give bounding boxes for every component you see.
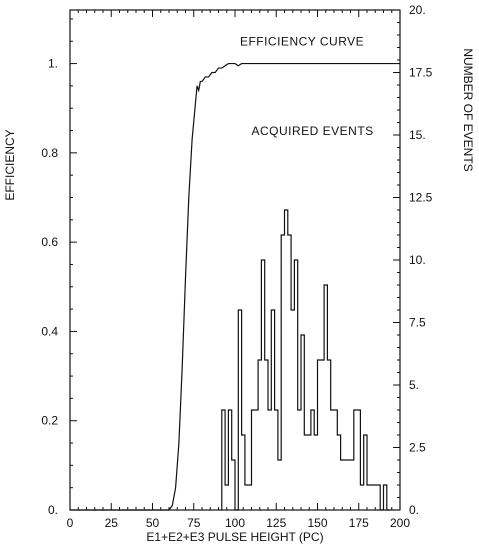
y-left-tick-label-3: 0.6	[41, 235, 58, 249]
annotation-efficiency-curve: EFFICIENCY CURVE	[240, 35, 364, 49]
x-tick-label-75: 75	[187, 516, 201, 530]
y-right-tick-label-5: 12.5	[409, 191, 433, 205]
x-tick-label-50: 50	[146, 516, 160, 530]
y-right-tick-label-7: 17.5	[409, 66, 433, 80]
y-axis-left-label: EFFICIENCY	[3, 129, 17, 200]
tick-labels: 0 25 50 75 100 125 150 175 2000.0.20.40.60.81.0.…	[41, 3, 432, 530]
y-right-tick-label-4: 10.	[409, 253, 426, 267]
y-left-tick-label-4: 0.8	[41, 146, 58, 160]
y-right-tick-label-8: 20.	[409, 3, 426, 17]
x-tick-label-100: 100	[225, 516, 245, 530]
x-axis-label: E1+E2+E3 PULSE HEIGHT (PC)	[146, 530, 323, 544]
y-left-tick-label-5: 1.	[48, 57, 58, 71]
x-tick-label-0: 0	[67, 516, 74, 530]
y-right-tick-label-1: 2.5	[409, 441, 426, 455]
x-tick-label-175: 175	[349, 516, 369, 530]
x-tick-label-25: 25	[105, 516, 119, 530]
plot-frame	[69, 9, 401, 511]
x-tick-label-125: 125	[266, 516, 286, 530]
x-tick-label-200: 200	[390, 516, 410, 530]
y-right-tick-label-0: 0.	[409, 503, 419, 517]
y-left-tick-label-0: 0.	[48, 503, 58, 517]
y-right-tick-label-3: 7.5	[409, 316, 426, 330]
y-right-tick-label-6: 15.	[409, 128, 426, 142]
efficiency-curve-line	[70, 62, 400, 511]
y-axis-right-label: NUMBER OF EVENTS	[461, 48, 475, 171]
annotation-acquired-events: ACQUIRED EVENTS	[252, 124, 374, 138]
y-left-tick-label-1: 0.2	[41, 414, 58, 428]
y-right-tick-label-2: 5.	[409, 378, 419, 392]
ticks	[69, 9, 401, 511]
x-tick-label-150: 150	[307, 516, 327, 530]
y-left-tick-label-2: 0.4	[41, 324, 58, 338]
acquired-events-histogram	[221, 209, 391, 511]
